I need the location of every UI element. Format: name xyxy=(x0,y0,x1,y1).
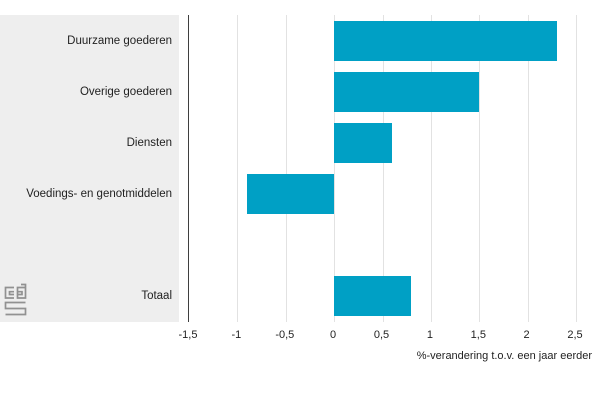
bar xyxy=(334,71,480,112)
gridline xyxy=(334,15,336,322)
x-tick-label: -0,5 xyxy=(275,329,295,341)
bar xyxy=(334,122,393,163)
category-label: Diensten xyxy=(126,136,172,149)
gridline xyxy=(285,15,287,322)
gridline xyxy=(479,15,481,322)
x-tick-label: 0,5 xyxy=(373,329,390,341)
bar xyxy=(334,20,557,61)
gridline xyxy=(382,15,384,322)
bar xyxy=(247,174,335,215)
cbs-logo xyxy=(4,283,27,316)
x-tick-label: -1 xyxy=(231,329,242,341)
x-tick-label: 0 xyxy=(330,329,337,341)
x-tick-label: 2,5 xyxy=(567,329,583,341)
cbs-logo-paths xyxy=(4,283,27,316)
x-tick-label: 2 xyxy=(523,329,530,341)
gridline xyxy=(430,15,432,322)
x-tick-label: -1,5 xyxy=(178,329,198,341)
category-label-panel: Duurzame goederen Overige goederen Dienste… xyxy=(0,15,179,322)
x-tick-label: 1 xyxy=(426,329,433,341)
bar xyxy=(334,276,412,317)
gridline xyxy=(576,15,577,322)
category-label: Overige goederen xyxy=(79,85,172,98)
gridline xyxy=(527,15,529,322)
x-axis-ticks: -1,5 -1 -0,5 0 0,5 1 1,5 2 2,5 xyxy=(0,329,600,343)
category-label: Duurzame goederen xyxy=(67,34,172,47)
category-label: Voedings- en genotmiddelen xyxy=(26,188,172,201)
gridline xyxy=(237,15,239,322)
plot-area xyxy=(188,15,577,322)
category-label: Totaal xyxy=(141,290,172,303)
x-axis-title: %-verandering t.o.v. een jaar eerder xyxy=(416,350,592,362)
x-tick-label: 1,5 xyxy=(470,329,486,341)
